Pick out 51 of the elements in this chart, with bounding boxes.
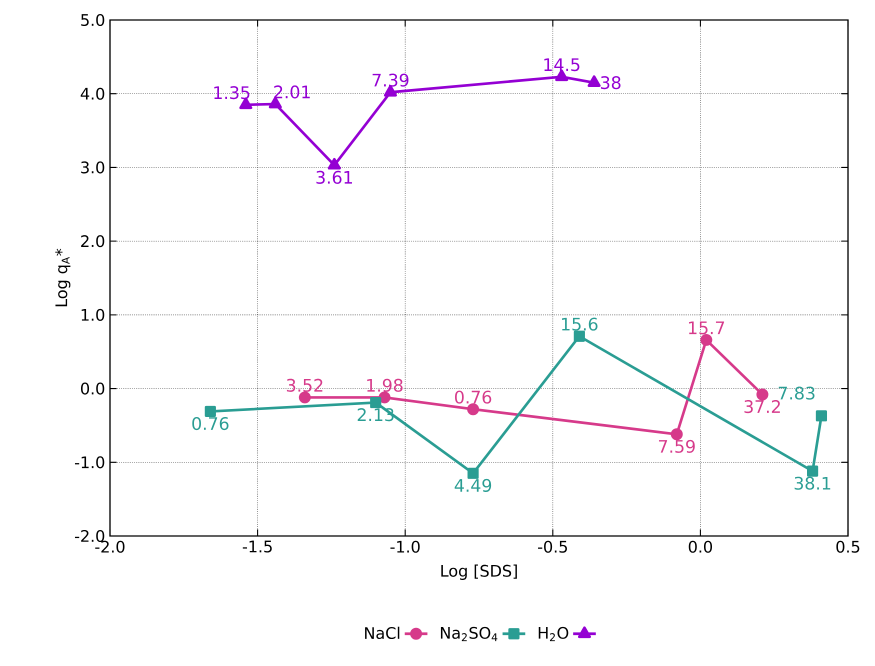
annotation: 3.52 <box>286 378 322 392</box>
point <box>807 466 818 477</box>
annotation: 38.1 <box>794 476 830 490</box>
point <box>328 158 341 170</box>
annotation: 37.2 <box>744 400 780 414</box>
x-axis-title: Log [SDS] <box>441 564 517 580</box>
y-tick-label: 5.0 <box>81 14 104 26</box>
point <box>204 406 216 417</box>
annotation: 7.39 <box>372 74 408 87</box>
annotation: 15.7 <box>688 322 724 334</box>
x-tick-label: -1.0 <box>390 540 420 553</box>
x-tick-label: 0.5 <box>836 540 860 553</box>
y-tick-label: 4.0 <box>80 88 104 100</box>
annotation: 7.59 <box>658 440 695 453</box>
y-tick-label: 0.0 <box>81 382 104 395</box>
point <box>574 330 585 342</box>
x-tick-label: -0.5 <box>538 540 567 553</box>
legend-label: Na$_{2}$SO$_{4}$ <box>440 626 498 642</box>
x-tick-label: -1.5 <box>242 540 272 553</box>
point <box>468 468 479 479</box>
y-tick-label: 1.0 <box>82 308 104 321</box>
point <box>756 388 768 400</box>
y-tick-label: 2.0 <box>81 235 104 248</box>
point <box>816 410 828 422</box>
point <box>378 391 391 404</box>
point <box>588 75 601 87</box>
point <box>268 96 282 108</box>
y-tick-label: -2.0 <box>74 530 104 542</box>
point <box>670 428 683 440</box>
x-tick-label: 0.0 <box>688 540 712 553</box>
point <box>700 334 712 346</box>
annotation: 3.61 <box>316 170 352 184</box>
legend-label: NaCl <box>365 626 400 640</box>
point <box>370 397 382 408</box>
annotation: 2.01 <box>274 85 310 98</box>
y-axis-title: Log q$_{A}$* <box>55 248 70 306</box>
legend-label: H$_{2}$O <box>538 626 568 642</box>
x-tick-label: -2.0 <box>95 540 124 553</box>
annotation: 38 <box>601 76 621 90</box>
y-tick-label: -1.0 <box>74 456 104 468</box>
point <box>298 391 311 404</box>
annotation: 7.83 <box>778 386 814 400</box>
annotation: 15.6 <box>562 318 598 331</box>
annotation: 0.76 <box>192 417 228 430</box>
point <box>467 403 480 416</box>
annotation: 1.98 <box>367 378 403 392</box>
annotation: 4.49 <box>454 478 492 492</box>
annotation: 14.5 <box>544 58 580 72</box>
y-tick-label: 3.0 <box>81 161 104 174</box>
annotation: 1.35 <box>214 86 250 100</box>
annotation: 0.76 <box>455 390 492 404</box>
